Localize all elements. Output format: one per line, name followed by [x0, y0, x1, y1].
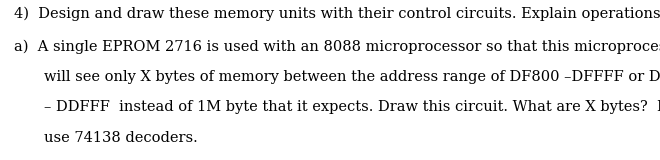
- Text: 4)  Design and draw these memory units with their control circuits. Explain oper: 4) Design and draw these memory units wi…: [15, 6, 660, 21]
- Text: will see only X bytes of memory between the address range of DF800 –DFFFF or DD8: will see only X bytes of memory between …: [44, 70, 660, 84]
- Text: – DDFFF  instead of 1M byte that it expects. Draw this circuit. What are X bytes: – DDFFF instead of 1M byte that it expec…: [44, 100, 660, 114]
- Text: a)  A single EPROM 2716 is used with an 8088 microprocessor so that this micropr: a) A single EPROM 2716 is used with an 8…: [15, 39, 660, 54]
- Text: use 74138 decoders.: use 74138 decoders.: [44, 131, 198, 145]
